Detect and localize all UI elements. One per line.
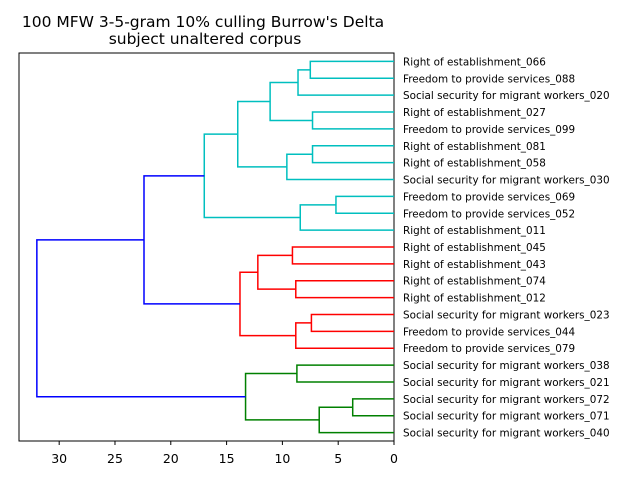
dendrogram-link-n20 xyxy=(318,406,394,434)
dendrogram-links xyxy=(36,60,394,434)
leaf-label: Right of establishment_066 xyxy=(403,56,546,68)
dendrogram-link-n19 xyxy=(351,398,394,417)
leaf-label: Freedom to provide services_079 xyxy=(403,343,575,355)
leaf-label: Social security for migrant workers_072 xyxy=(403,394,610,406)
chart-title-line-1: 100 MFW 3-5-gram 10% culling Burrow's De… xyxy=(22,13,384,31)
dendrogram-link-n8 xyxy=(335,195,394,215)
chart-title-line-2: subject unaltered corpus xyxy=(109,30,302,48)
leaf-label: Social security for migrant workers_020 xyxy=(403,90,610,102)
dendrogram-link-n3 xyxy=(311,111,394,130)
dendrogram-link-n6 xyxy=(286,153,394,181)
x-tick-label: 0 xyxy=(390,451,398,466)
leaf-label: Social security for migrant workers_030 xyxy=(403,175,610,187)
leaf-label: Freedom to provide services_044 xyxy=(403,326,576,338)
dendrogram-link-n1 xyxy=(309,60,394,80)
leaf-label: Right of establishment_081 xyxy=(403,141,546,153)
x-tick-label: 10 xyxy=(274,451,290,466)
x-tick-label: 30 xyxy=(51,451,67,466)
leaf-label: Social security for migrant workers_021 xyxy=(403,377,610,389)
dendrogram-link-n22 xyxy=(36,239,246,398)
dendrogram-link-n21 xyxy=(244,372,320,421)
leaf-label: Freedom to provide services_069 xyxy=(403,191,575,203)
dendrogram-link-n18 xyxy=(296,364,394,383)
leaf-label: Freedom to provide services_099 xyxy=(403,124,575,136)
dendrogram-link-n15 xyxy=(295,322,394,349)
dendrogram-link-n9 xyxy=(299,204,394,231)
leaf-label: Right of establishment_074 xyxy=(403,276,546,288)
dendrogram-link-n2 xyxy=(297,69,394,96)
leaf-label: Right of establishment_012 xyxy=(403,293,546,305)
x-tick-label: 15 xyxy=(219,451,235,466)
dendrogram-link-n7 xyxy=(237,100,287,168)
dendrogram-link-n17 xyxy=(143,175,240,305)
leaf-label: Social security for migrant workers_038 xyxy=(403,360,610,372)
x-tick-label: 25 xyxy=(107,451,123,466)
dendrogram-link-n16 xyxy=(239,271,296,337)
leaf-label: Right of establishment_043 xyxy=(403,259,546,271)
dendrogram-link-n5 xyxy=(311,145,394,164)
leaf-label: Right of establishment_045 xyxy=(403,242,546,254)
dendrogram-link-n13 xyxy=(257,254,296,290)
dendrogram-link-n14 xyxy=(310,313,394,333)
leaf-label: Freedom to provide services_052 xyxy=(403,208,575,220)
dendrogram-link-n4 xyxy=(269,81,313,122)
dendrogram-link-n12 xyxy=(295,279,394,299)
leaf-label: Social security for migrant workers_023 xyxy=(403,309,610,321)
dendrogram-link-n11 xyxy=(291,246,394,265)
leaf-label: Social security for migrant workers_040 xyxy=(403,428,610,440)
dendrogram-link-n10 xyxy=(203,133,301,219)
x-axis-ticks: 30 25 20 15 10 5 0 xyxy=(51,441,398,466)
x-tick-label: 5 xyxy=(334,451,342,466)
leaf-label: Right of establishment_058 xyxy=(403,158,546,170)
leaf-labels: Right of establishment_066 Freedom to pro… xyxy=(403,56,610,439)
leaf-label: Right of establishment_027 xyxy=(403,107,546,119)
leaf-label: Social security for migrant workers_071 xyxy=(403,411,610,423)
leaf-label: Freedom to provide services_088 xyxy=(403,73,575,85)
x-tick-label: 20 xyxy=(163,451,179,466)
leaf-label: Right of establishment_011 xyxy=(403,225,546,237)
